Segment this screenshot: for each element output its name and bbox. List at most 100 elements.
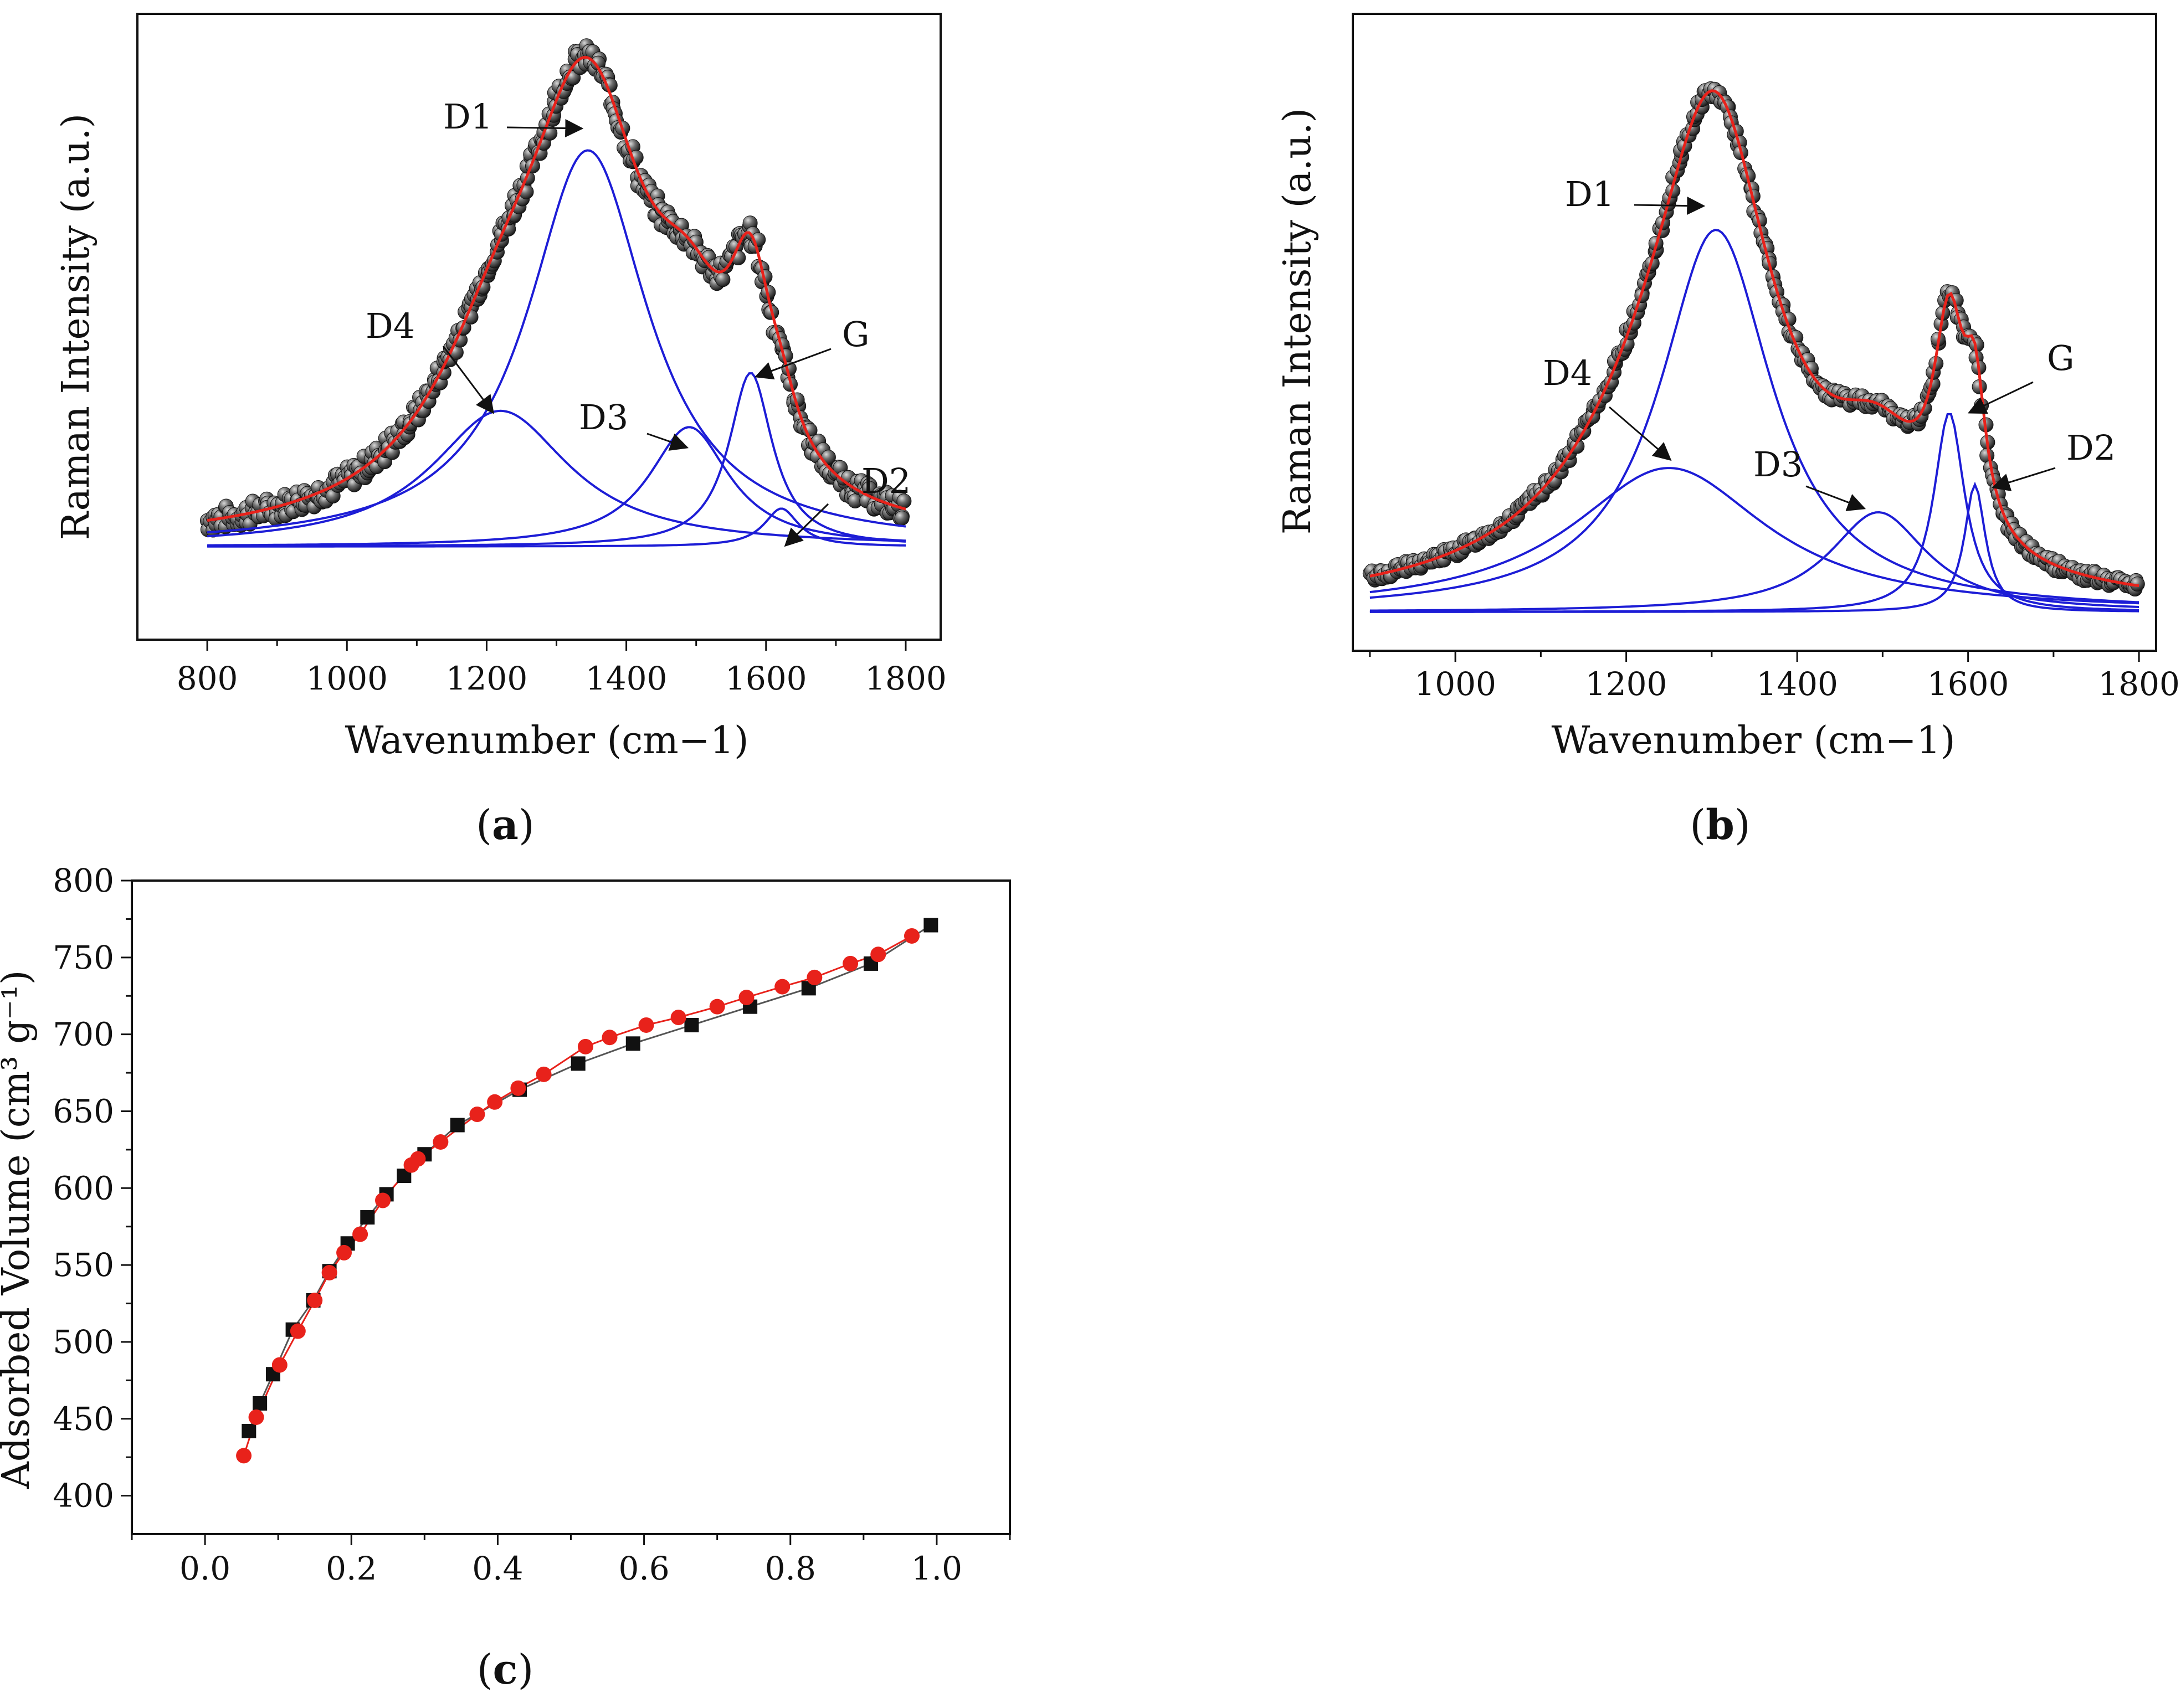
panel-c-y-tick-label: 700: [53, 1016, 114, 1053]
panel-a-x-tick-label: 1800: [865, 660, 947, 697]
panel-c-data: [236, 918, 938, 1464]
panel-b-peak-d2: [1369, 481, 2139, 613]
panel-b-label-g: G: [2047, 338, 2075, 378]
panel-c-x-tick-label: 0.2: [326, 1550, 377, 1587]
panel-a-label-d1: D1: [443, 96, 492, 137]
panel-a-label-g: G: [842, 314, 870, 354]
panel-a-label-d3: D3: [579, 397, 628, 438]
panel-b-arrow-d3: [1805, 485, 1866, 511]
panel-b-x-ticks: 1000 1200 1400 1600 1800: [1369, 651, 2180, 703]
panel-c-x-tick-label: 0.8: [765, 1550, 816, 1587]
panel-a-label: (a): [476, 801, 535, 849]
panel-c-adsorption-point: [625, 1036, 640, 1051]
panel-b-fit-line: [1369, 89, 2139, 588]
panel-c-x-tick-label: 0.0: [179, 1550, 230, 1587]
panel-c-y-tick-label: 550: [53, 1246, 114, 1284]
panel-c-desorption-point: [738, 990, 755, 1006]
panel-a-x-tick-label: 1600: [725, 660, 807, 697]
panel-a-label-d4: D4: [366, 306, 415, 346]
panel-c-desorption-point: [670, 1010, 686, 1026]
panel-c-adsorption-point: [360, 1210, 375, 1225]
panel-a-peak-d1: [207, 149, 906, 534]
panel-b-x-axis-title: Wavenumber (cm−1): [1551, 719, 1955, 763]
panel-a-x-tick-label: 800: [177, 660, 238, 697]
panel-b-x-tick-label: 1000: [1414, 665, 1496, 703]
panel-b-y-axis-title: Raman Intensity (a.u.): [1276, 108, 1320, 534]
panel-c-y-tick-label: 650: [53, 1092, 114, 1130]
panel-b-frame: [1352, 13, 2157, 652]
panel-b-label-d1: D1: [1565, 174, 1614, 214]
panel-c-adsorption-point: [684, 1017, 699, 1032]
panel-c-x-tick-label: 0.6: [618, 1550, 669, 1587]
panel-c-desorption-point: [602, 1030, 618, 1046]
panel-b-label-d3: D3: [1753, 444, 1803, 485]
panel-c-desorption-point: [290, 1323, 306, 1339]
panel-c-adsorption-point: [571, 1056, 586, 1071]
panel-c-desorption-point: [236, 1448, 252, 1464]
panel-b-x-tick-label: 1600: [1927, 665, 2009, 703]
panel-c-desorption-point: [807, 969, 823, 985]
panel-c-desorption-point: [469, 1107, 485, 1123]
panel-a-data: [199, 38, 912, 548]
panel-c-y-tick-label: 500: [53, 1323, 114, 1361]
panel-c-desorption-point: [375, 1192, 391, 1208]
panel-c-x-tick-label: 0.4: [472, 1550, 523, 1587]
panel-a-y-axis-title: Raman Intensity (a.u.): [54, 114, 98, 540]
panel-b-arrow-d4: [1609, 406, 1672, 461]
panel-b-arrow-g: [1968, 381, 2034, 414]
panel-a-arrow-d3: [646, 433, 689, 451]
panel-c-desorption-point: [536, 1066, 552, 1082]
panel-a-frame: [136, 13, 942, 641]
panel-a-label-d2: D2: [861, 461, 911, 501]
panel-b-data: [1362, 81, 2145, 613]
panel-b-x-tick-label: 1200: [1585, 665, 1667, 703]
panel-c-adsorption-point: [253, 1396, 268, 1411]
panel-c-desorption-point: [577, 1038, 593, 1054]
panel-c-desorption-point: [843, 955, 859, 971]
panel-a-x-tick-label: 1200: [446, 660, 528, 697]
panel-a-data-point: [894, 510, 910, 526]
panel-c-desorption-point: [638, 1017, 654, 1033]
panel-c-desorption-point: [336, 1244, 352, 1261]
panel-a-x-ticks: 800 1000 1200 1400 1600 1800: [177, 640, 947, 697]
panel-c-ticks: 0.0 0.2 0.4 0.6 0.8 1.0 400 450 500 550 600 650 700 7…: [53, 862, 1011, 1587]
panel-c-desorption-point: [904, 928, 920, 944]
panel-a-arrow-d2: [784, 503, 829, 547]
panel-a-x-tick-label: 1000: [306, 660, 388, 697]
panel-b-label-d4: D4: [1543, 353, 1592, 393]
panel-a-peak-d2: [207, 507, 906, 548]
panel-c-desorption-point: [487, 1094, 503, 1110]
panel-a-peak-d3: [207, 426, 906, 547]
panel-c-y-tick-label: 750: [53, 939, 114, 976]
panel-c-desorption-point: [510, 1080, 526, 1096]
panel-c-desorption-point: [248, 1409, 264, 1425]
panel-c-label: (c): [477, 1646, 534, 1694]
panel-b-x-tick-label: 1400: [1756, 665, 1838, 703]
panel-c-desorption-point: [774, 979, 791, 995]
panel-b: 1000 1200 1400 1600 1800 D1 D4 D3 G D2 Wavenumbe…: [1276, 13, 2180, 849]
panel-c-x-tick-label: 1.0: [911, 1550, 962, 1587]
panel-c-desorption-point: [271, 1357, 288, 1373]
panel-b-arrow-d2: [1991, 467, 2056, 491]
panel-c-y-tick-label: 800: [53, 862, 114, 899]
panel-a-x-axis-title: Wavenumber (cm−1): [345, 719, 748, 763]
panel-a-arrow-d1: [506, 119, 584, 138]
panel-c-desorption-point: [870, 946, 886, 963]
panel-c-desorption-point: [410, 1151, 426, 1167]
panel-a-annotations: D1 D4 D3 G D2: [366, 96, 911, 547]
panel-b-label-d2: D2: [2066, 428, 2116, 468]
panel-c-desorption-point: [433, 1134, 449, 1150]
panel-a-arrow-g: [754, 348, 832, 380]
panel-c: 0.0 0.2 0.4 0.6 0.8 1.0 400 450 500 550 600 650 700 7…: [0, 862, 1011, 1694]
panel-c-desorption-point: [709, 999, 725, 1015]
panel-a: 800 1000 1200 1400 1600 1800 D1 D4 D3 G D2 Wavenu…: [54, 13, 947, 849]
panel-c-y-tick-label: 600: [53, 1169, 114, 1207]
panel-c-y-axis-title: Adsorbed Volume (cm³ g⁻¹): [0, 970, 38, 1490]
panel-c-desorption-point: [352, 1226, 368, 1242]
panel-b-arrow-d1: [1634, 197, 1706, 215]
panel-b-label: (b): [1690, 801, 1751, 849]
panel-c-y-tick-label: 400: [53, 1477, 114, 1515]
panel-b-x-tick-label: 1800: [2098, 665, 2180, 703]
panel-a-data-point: [715, 272, 731, 287]
